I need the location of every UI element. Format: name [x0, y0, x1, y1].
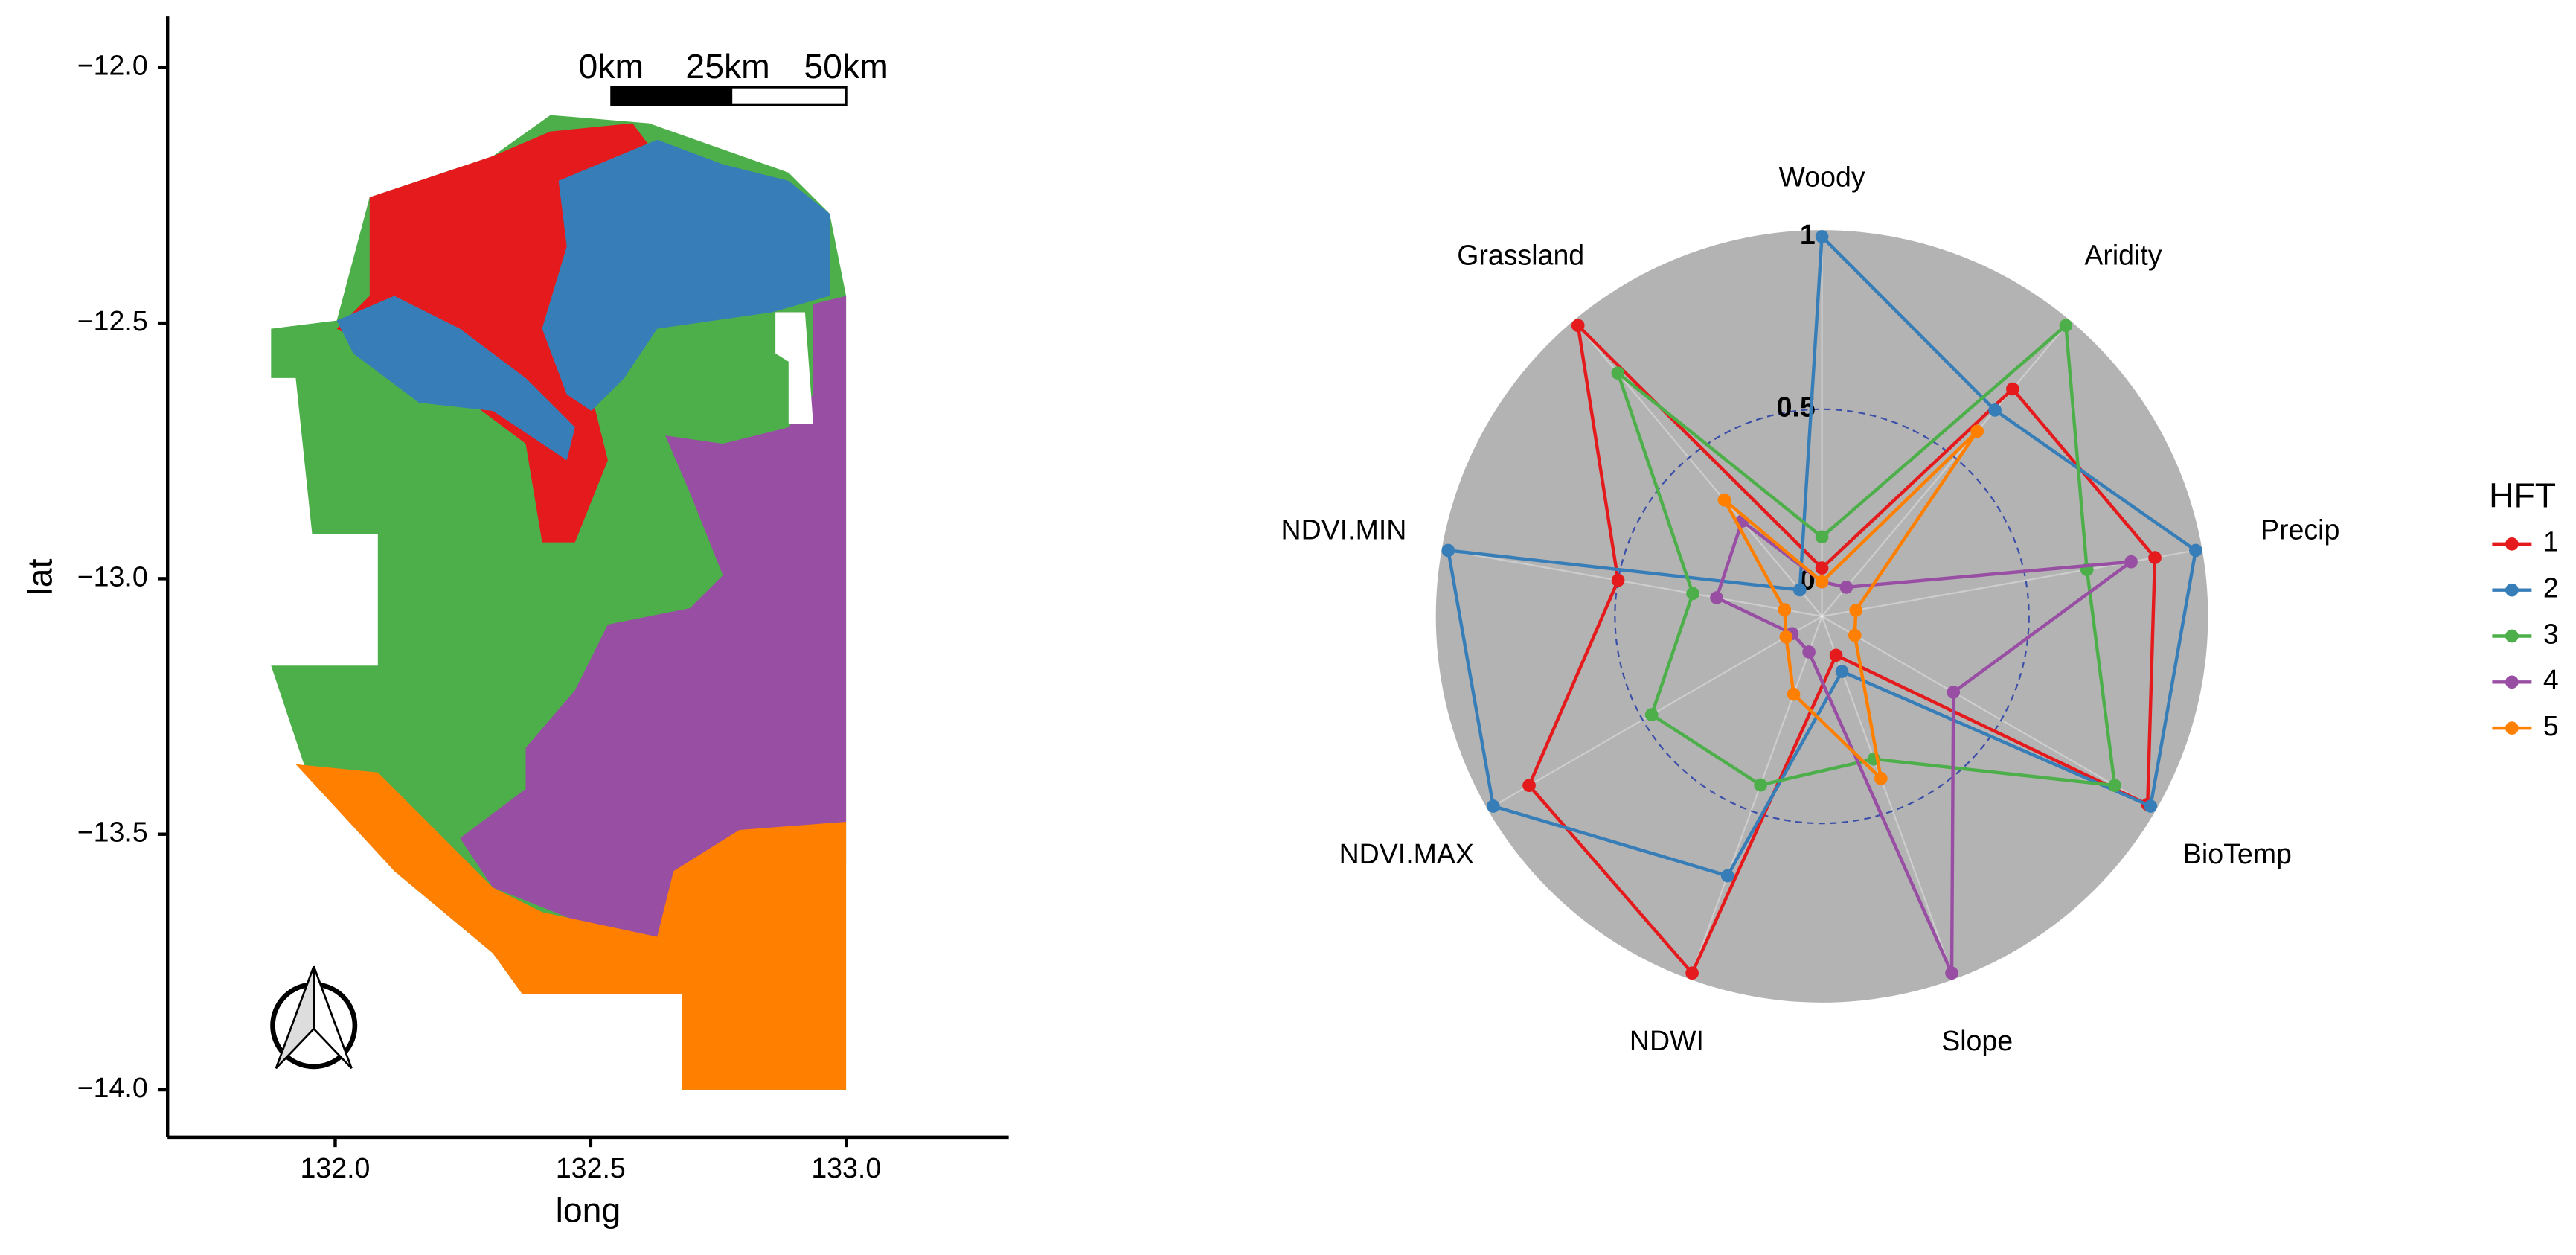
series-point	[1945, 966, 1958, 980]
scale-label: 0km	[579, 47, 644, 86]
y-tick-label: −13.0	[77, 561, 148, 592]
axis-label: BioTemp	[2183, 838, 2292, 869]
legend-label: 3	[2543, 618, 2559, 649]
legend-point	[2505, 721, 2519, 735]
series-point	[1778, 603, 1792, 616]
map-gap	[775, 312, 813, 424]
series-point	[1802, 645, 1816, 659]
radar-spoke	[1822, 616, 2157, 811]
series-point	[2124, 555, 2138, 569]
series-point	[1686, 587, 1699, 601]
series-point	[2148, 551, 2162, 564]
scale-label: 25km	[685, 47, 769, 86]
legend-point	[2505, 583, 2519, 597]
series-point	[1849, 604, 1863, 617]
series-point	[1829, 648, 1843, 662]
axis-label: Grassland	[1457, 239, 1584, 270]
axis-label: NDVI.MAX	[1339, 838, 1474, 869]
y-tick-label: −12.5	[77, 305, 148, 336]
series-point	[2144, 799, 2158, 813]
series-point	[1710, 591, 1723, 604]
radar-spoke	[1821, 319, 2071, 617]
series-point	[1441, 543, 1455, 558]
axis-label: Woody	[1779, 162, 1865, 193]
x-tick-label: 132.5	[556, 1152, 626, 1184]
radar-spoke	[1822, 548, 2202, 618]
x-tick-label: 133.0	[811, 1152, 881, 1184]
series-point	[1835, 665, 1849, 678]
series-point	[1815, 561, 1829, 575]
series-point	[1717, 493, 1731, 507]
scale-label: 50km	[804, 47, 888, 86]
legend-point	[2505, 537, 2519, 551]
y-tick-label: −14.0	[77, 1072, 148, 1103]
y-tick-label: −12.0	[77, 50, 148, 81]
map-regions	[271, 115, 847, 1090]
series-line	[1723, 429, 1979, 784]
legend-point	[2505, 629, 2519, 643]
series-point	[1874, 772, 1888, 785]
legend-label: 2	[2543, 572, 2559, 604]
series-point	[1644, 708, 1659, 721]
axis-label: NDWI	[1630, 1025, 1704, 1056]
radar-spoke	[1689, 616, 1823, 980]
legend-point	[2505, 675, 2519, 689]
y-tick-label: −13.5	[77, 817, 148, 848]
series-point	[1815, 575, 1829, 589]
map-region	[460, 296, 847, 945]
series-line	[1446, 232, 2198, 878]
series-point	[1487, 799, 1500, 813]
series-point	[2108, 779, 2121, 793]
series-point	[1848, 628, 1862, 642]
series-point	[2006, 382, 2019, 396]
series-point	[2189, 543, 2202, 558]
series-point	[1970, 424, 1984, 438]
north-arrow	[270, 965, 358, 1070]
axis-label: Precip	[2261, 514, 2339, 546]
series-point	[1792, 583, 1807, 597]
series-point	[1815, 530, 1829, 544]
axis-label: Aridity	[2084, 239, 2162, 270]
series-point	[1720, 869, 1734, 883]
series-point	[1988, 403, 2002, 417]
x-axis-title: long	[556, 1191, 621, 1230]
map-region	[336, 296, 575, 461]
x-tick-label: 132.0	[301, 1152, 371, 1184]
series-point	[1611, 573, 1625, 587]
legend-label: 5	[2543, 710, 2559, 741]
axis-label: NDVI.MIN	[1281, 514, 1407, 546]
series-point	[1779, 630, 1793, 644]
grid-circle	[1614, 408, 2030, 825]
series-point	[1685, 966, 1699, 980]
r-tick-label: 0.5	[1777, 392, 1816, 423]
series-point	[1611, 366, 1625, 380]
series-point	[1815, 230, 1829, 243]
series-point	[1522, 779, 1536, 793]
series-point	[1839, 581, 1853, 594]
scale-bar	[610, 86, 848, 106]
map-region	[542, 139, 830, 411]
legend-label: 4	[2543, 664, 2559, 695]
series-point	[2059, 319, 2073, 333]
map-region	[295, 764, 847, 1090]
series-line	[1614, 322, 2117, 788]
legend-label: 1	[2543, 526, 2559, 558]
r-tick-label: 1	[1800, 219, 1816, 250]
series-point	[1787, 687, 1801, 701]
series-point	[1947, 686, 1961, 699]
legend-title: HFT	[2489, 476, 2556, 514]
axis-label: Slope	[1941, 1025, 2013, 1056]
series-point	[1754, 778, 1767, 792]
series-point	[1571, 319, 1585, 333]
series-line	[1714, 518, 2137, 974]
map-region	[336, 123, 658, 543]
y-axis-title: lat	[21, 558, 60, 595]
radar-spoke	[1441, 548, 1822, 618]
